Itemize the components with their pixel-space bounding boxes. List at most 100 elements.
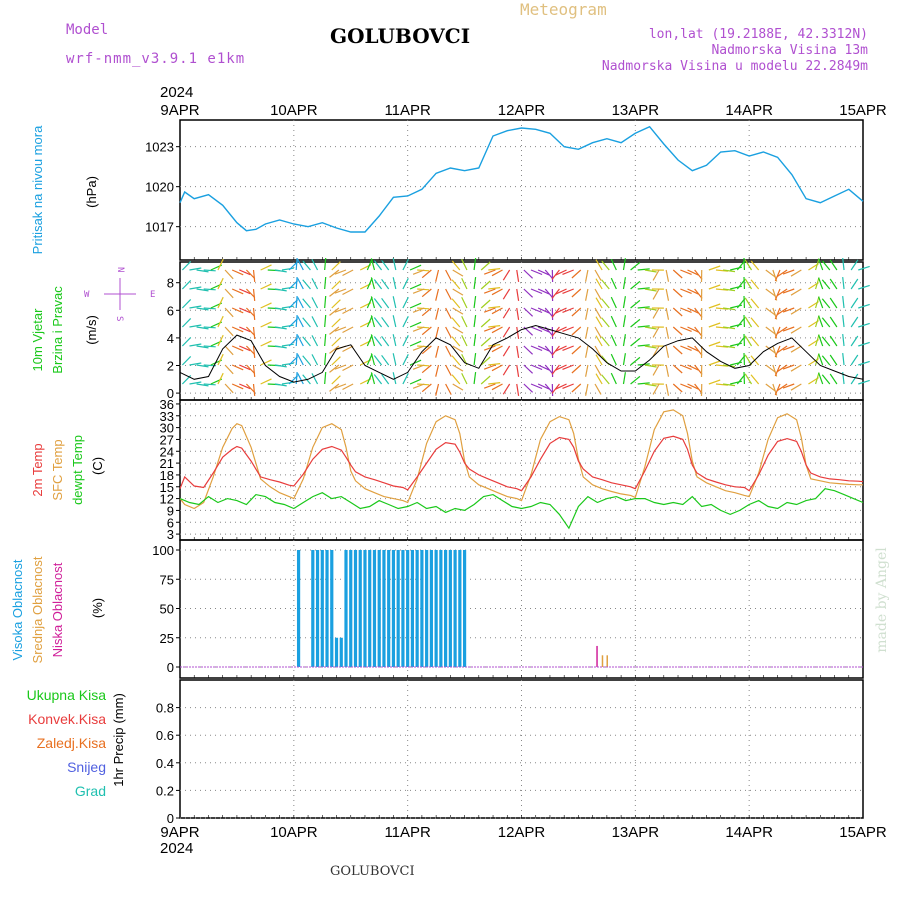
wind-barb	[196, 307, 209, 311]
wind-barb	[644, 326, 657, 330]
wind-barb	[409, 378, 422, 385]
wind-barb	[502, 288, 511, 300]
wind-barb	[680, 383, 692, 389]
wind-barb	[331, 299, 341, 309]
wind-barb	[790, 307, 802, 315]
wind-barb	[421, 383, 432, 393]
wind-barb	[445, 364, 452, 376]
precip-y-ticks: 0 0.2 0.4 0.6 0.8	[156, 701, 863, 826]
wind-barb	[402, 316, 409, 328]
wind-barb	[451, 317, 461, 328]
wind-barb	[562, 269, 574, 275]
wind-barb	[530, 383, 543, 390]
wind-barb	[281, 305, 294, 309]
wind-barb	[445, 307, 452, 319]
y-tick-label: 0.4	[156, 756, 174, 771]
wind-barb	[342, 288, 354, 296]
wind-barb	[637, 268, 650, 271]
wind-barb	[445, 383, 452, 395]
wind-barb	[594, 307, 602, 319]
wind-barb	[610, 277, 617, 290]
wind-barb	[858, 284, 870, 290]
compass-west: W	[84, 290, 90, 300]
wind-barb	[295, 352, 298, 366]
wind-barb	[601, 260, 610, 271]
y-tick-label: 1017	[145, 220, 174, 235]
wind-barb	[652, 269, 660, 281]
wind-barb	[281, 362, 294, 366]
wind-barb	[252, 345, 256, 358]
wind-barb	[491, 345, 503, 353]
wind-barb	[189, 324, 202, 328]
wind-barb	[555, 288, 567, 295]
wind-barb	[585, 383, 589, 396]
wind-barb	[644, 288, 657, 292]
wind-barb	[594, 364, 602, 376]
wind-barb	[523, 364, 534, 374]
wind-barb	[630, 356, 641, 366]
wind-barb	[302, 336, 311, 347]
wind-barb	[562, 364, 574, 370]
y-tick-label: 100	[152, 543, 174, 558]
wind-barb	[488, 287, 501, 290]
wind-barb	[750, 298, 760, 309]
wind-barb	[818, 296, 824, 309]
wind-y-ticks: 0 2 4 6 8	[167, 276, 863, 401]
wind-barb	[324, 295, 327, 309]
wind-barb	[818, 353, 824, 366]
wind-barb	[473, 315, 477, 328]
wind-barb	[502, 307, 511, 319]
wind-barb	[252, 288, 256, 301]
wind-barb	[445, 345, 452, 357]
wind-barb	[373, 355, 383, 366]
wind-barb	[217, 277, 224, 290]
wind-barb	[483, 383, 496, 389]
wind-barb	[196, 345, 209, 349]
wind-barb	[562, 326, 574, 332]
wind-barb	[297, 297, 304, 309]
wind-barb	[480, 337, 491, 347]
wind-barb	[776, 269, 788, 278]
wind-barb	[571, 326, 582, 336]
wind-barb	[421, 364, 432, 374]
y-tick-label: 27	[160, 432, 174, 447]
wind-barb	[829, 373, 838, 385]
compass-rose: N W E S	[84, 267, 155, 321]
wind-barb	[665, 364, 670, 377]
wind-barb	[723, 307, 736, 311]
wind-barb	[537, 269, 550, 276]
wind-barb	[687, 326, 699, 333]
wind-barb	[480, 375, 491, 385]
wind-barb	[537, 383, 550, 390]
wind-barb	[488, 382, 501, 385]
wind-barb	[295, 257, 298, 271]
wind-barb	[239, 326, 251, 333]
wind-barb	[708, 265, 721, 271]
wind-barb	[637, 382, 650, 385]
wind-barb	[571, 288, 582, 298]
wind-barb	[555, 307, 567, 314]
wind-barb	[765, 326, 776, 335]
wind-barb	[637, 325, 650, 328]
temp-2m-label: 2m Temp	[30, 443, 45, 496]
wind-barb	[488, 268, 501, 271]
y-tick-label: 8	[167, 276, 174, 291]
wind-barb	[622, 334, 626, 347]
wind-barb	[203, 307, 216, 310]
wind-barb	[452, 326, 464, 334]
wind-barb	[694, 307, 703, 318]
wind-barb	[412, 269, 425, 275]
wind-barb	[850, 316, 859, 328]
wind-barb	[473, 334, 477, 347]
wind-barb	[715, 364, 728, 367]
wind-barb	[224, 326, 234, 337]
wind-barb	[644, 345, 657, 349]
wind-barb	[715, 326, 728, 329]
wind-barb	[480, 356, 491, 366]
wind-barb	[373, 317, 383, 328]
wind-barb	[281, 286, 294, 290]
wind-barb	[516, 307, 520, 320]
wind-barb	[730, 342, 743, 347]
